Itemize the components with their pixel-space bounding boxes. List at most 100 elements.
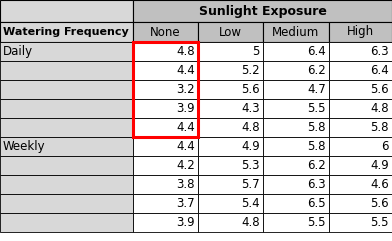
Text: 4.8: 4.8 bbox=[176, 45, 195, 58]
Text: 3.9: 3.9 bbox=[176, 102, 195, 115]
Text: 6.4: 6.4 bbox=[307, 45, 326, 58]
Text: Low: Low bbox=[219, 26, 242, 39]
Text: 4.8: 4.8 bbox=[241, 216, 260, 229]
Bar bbox=[263, 194, 329, 213]
Text: 3.7: 3.7 bbox=[176, 197, 195, 210]
Bar bbox=[329, 175, 392, 194]
Text: 4.3: 4.3 bbox=[241, 102, 260, 115]
Bar bbox=[263, 175, 329, 194]
Bar bbox=[0, 213, 133, 232]
Bar bbox=[329, 156, 392, 175]
Bar bbox=[329, 99, 392, 118]
Bar bbox=[133, 22, 198, 42]
Bar bbox=[263, 61, 329, 80]
Bar bbox=[329, 42, 392, 61]
Text: 4.9: 4.9 bbox=[370, 159, 389, 172]
Bar bbox=[198, 42, 263, 61]
Bar bbox=[329, 22, 392, 42]
Text: Medium: Medium bbox=[272, 26, 319, 39]
Bar bbox=[198, 61, 263, 80]
Text: 5.6: 5.6 bbox=[370, 83, 389, 96]
Bar bbox=[133, 137, 198, 156]
Bar bbox=[329, 194, 392, 213]
Bar bbox=[0, 42, 133, 61]
Bar bbox=[198, 175, 263, 194]
Bar bbox=[133, 99, 198, 118]
Bar bbox=[198, 99, 263, 118]
Bar bbox=[133, 80, 198, 99]
Bar bbox=[133, 194, 198, 213]
Bar bbox=[198, 156, 263, 175]
Text: 5.8: 5.8 bbox=[370, 121, 389, 134]
Bar bbox=[329, 118, 392, 137]
Text: 4.8: 4.8 bbox=[241, 121, 260, 134]
Text: 6.3: 6.3 bbox=[370, 45, 389, 58]
Text: 3.8: 3.8 bbox=[176, 178, 195, 191]
Text: 3.2: 3.2 bbox=[176, 83, 195, 96]
Text: 6.2: 6.2 bbox=[307, 159, 326, 172]
Text: 5.8: 5.8 bbox=[307, 121, 326, 134]
Bar bbox=[0, 194, 133, 213]
Bar bbox=[198, 22, 263, 42]
Text: 5.8: 5.8 bbox=[307, 140, 326, 153]
Text: Sunlight Exposure: Sunlight Exposure bbox=[199, 5, 327, 18]
Text: 3.9: 3.9 bbox=[176, 216, 195, 229]
Bar bbox=[0, 137, 133, 156]
Text: None: None bbox=[150, 26, 181, 39]
Text: 5.5: 5.5 bbox=[370, 216, 389, 229]
Bar bbox=[329, 137, 392, 156]
Bar bbox=[263, 99, 329, 118]
Bar bbox=[263, 22, 329, 42]
Text: 4.4: 4.4 bbox=[176, 64, 195, 77]
Text: Watering Frequency: Watering Frequency bbox=[3, 27, 129, 37]
Text: 4.9: 4.9 bbox=[241, 140, 260, 153]
Bar bbox=[329, 80, 392, 99]
Text: 6.3: 6.3 bbox=[307, 178, 326, 191]
Text: 4.6: 4.6 bbox=[370, 178, 389, 191]
Bar bbox=[263, 42, 329, 61]
Bar bbox=[133, 118, 198, 137]
Bar bbox=[0, 118, 133, 137]
Bar bbox=[329, 61, 392, 80]
Bar bbox=[329, 213, 392, 232]
Bar bbox=[263, 213, 329, 232]
Text: 5: 5 bbox=[252, 45, 260, 58]
Bar bbox=[0, 80, 133, 99]
Bar bbox=[198, 118, 263, 137]
Bar bbox=[198, 213, 263, 232]
Bar bbox=[198, 194, 263, 213]
Text: 6.5: 6.5 bbox=[307, 197, 326, 210]
Text: 5.5: 5.5 bbox=[307, 216, 326, 229]
Text: 6.4: 6.4 bbox=[370, 64, 389, 77]
Text: Daily: Daily bbox=[3, 45, 33, 58]
Text: High: High bbox=[347, 26, 374, 39]
Bar bbox=[0, 175, 133, 194]
Text: 5.6: 5.6 bbox=[241, 83, 260, 96]
Bar bbox=[198, 80, 263, 99]
Bar bbox=[133, 0, 392, 22]
Bar bbox=[0, 0, 133, 22]
Text: 4.2: 4.2 bbox=[176, 159, 195, 172]
Bar bbox=[263, 80, 329, 99]
Text: 5.7: 5.7 bbox=[241, 178, 260, 191]
Text: 5.3: 5.3 bbox=[241, 159, 260, 172]
Text: 6: 6 bbox=[381, 140, 389, 153]
Text: 4.7: 4.7 bbox=[307, 83, 326, 96]
Bar bbox=[133, 42, 198, 61]
Bar bbox=[263, 118, 329, 137]
Bar bbox=[133, 156, 198, 175]
Bar bbox=[133, 213, 198, 232]
Bar bbox=[133, 175, 198, 194]
Text: 5.2: 5.2 bbox=[241, 64, 260, 77]
Text: 4.4: 4.4 bbox=[176, 121, 195, 134]
Text: 4.8: 4.8 bbox=[370, 102, 389, 115]
Text: 4.4: 4.4 bbox=[176, 140, 195, 153]
Bar bbox=[133, 61, 198, 80]
Bar bbox=[0, 156, 133, 175]
Bar bbox=[133, 42, 198, 137]
Bar bbox=[0, 61, 133, 80]
Text: 5.4: 5.4 bbox=[241, 197, 260, 210]
Text: 5.5: 5.5 bbox=[307, 102, 326, 115]
Text: Weekly: Weekly bbox=[3, 140, 45, 153]
Bar bbox=[263, 137, 329, 156]
